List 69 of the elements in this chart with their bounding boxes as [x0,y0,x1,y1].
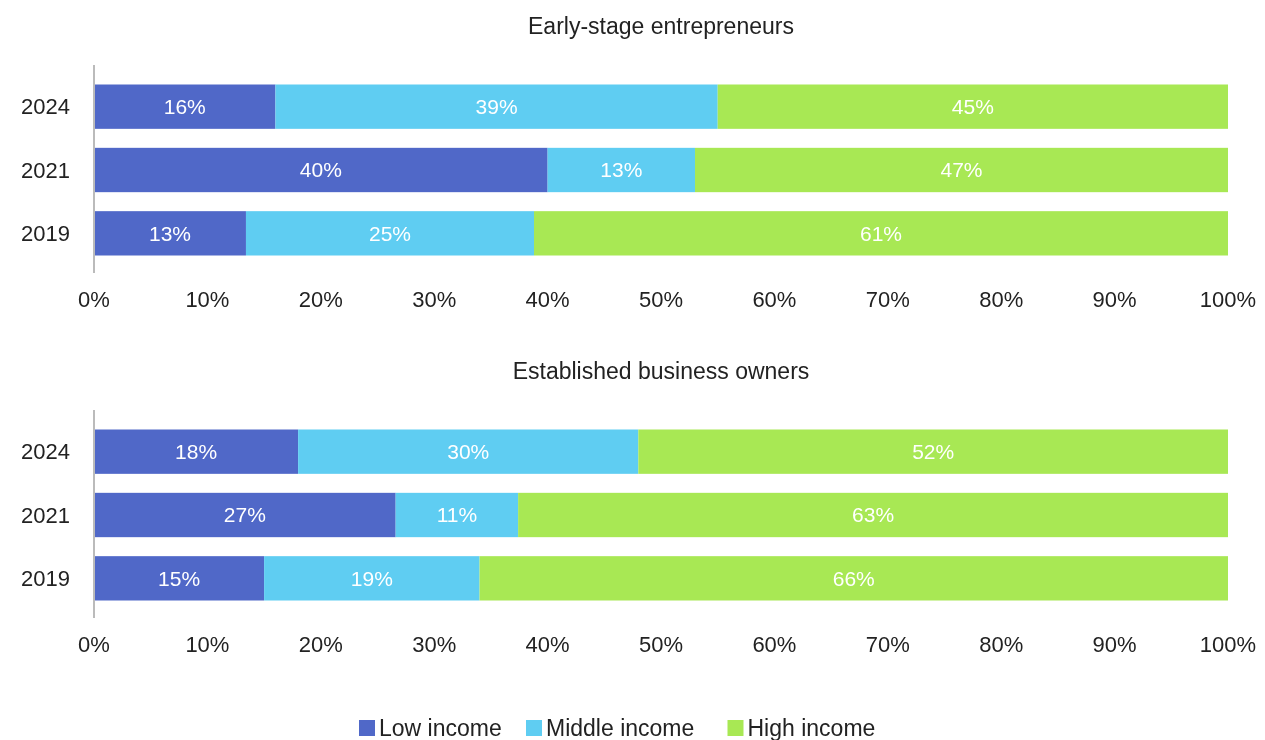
bar [94,429,299,474]
data-label: 16% [163,95,206,119]
x-tick-label: 70% [865,287,910,312]
bar [518,492,1228,538]
x-tick-label: 30% [412,632,457,657]
data-label: 18% [175,440,218,464]
bar [547,147,696,193]
bar [94,556,265,601]
bar [638,429,1228,474]
x-tick-label: 60% [752,287,797,312]
x-tick-label: 90% [1092,632,1137,657]
legend-label: Middle income [546,715,695,740]
x-tick-label: 80% [979,287,1024,312]
y-tick-label: 2019 [21,221,70,247]
data-label: 66% [832,566,875,590]
x-tick-label: 80% [979,632,1024,657]
data-label: 15% [158,566,201,590]
data-label: 52% [912,440,955,464]
bar [94,84,276,129]
bar [94,211,246,256]
data-label: 19% [350,566,393,590]
x-tick-label: 100% [1199,287,1257,312]
x-tick-label: 50% [638,287,684,312]
data-label: 11% [436,503,478,527]
bar [275,84,718,129]
y-tick-label: 2024 [21,439,70,465]
x-tick-label: 10% [185,632,230,657]
data-label: 47% [940,158,983,182]
bar [94,147,548,193]
bar [533,211,1228,256]
x-tick-label: 30% [412,287,457,312]
bar [264,556,480,601]
chart-title: Early-stage entrepreneurs [528,13,794,39]
x-tick-label: 40% [525,287,570,312]
data-label: 27% [223,503,266,527]
x-tick-label: 40% [525,632,570,657]
data-label: 39% [475,95,518,119]
x-tick-label: 60% [752,632,797,657]
bar [395,492,519,538]
data-label: 13% [600,158,643,182]
chart-title: Established business owners [512,358,810,384]
x-tick-label: 10% [185,287,230,312]
data-label: 61% [859,221,903,245]
x-tick-label: 50% [638,632,684,657]
bar [695,147,1228,193]
bar [717,84,1228,129]
bar [245,211,534,256]
x-tick-label: 20% [298,632,343,657]
x-tick-label: 90% [1092,287,1137,312]
y-tick-label: 2021 [21,502,70,528]
x-tick-label: 100% [1199,632,1257,657]
y-tick-label: 2024 [21,94,70,120]
legend-label: High income [747,715,876,740]
x-tick-label: 0% [78,287,110,312]
data-label: 25% [368,221,411,245]
data-label: 40% [299,158,342,182]
data-label: 63% [852,503,895,527]
bar [479,556,1228,601]
data-label: 13% [148,221,191,245]
legend-label: Low income [379,715,502,740]
data-label: 45% [951,95,994,119]
x-tick-label: 0% [78,632,110,657]
y-tick-label: 2019 [21,566,70,592]
bar [94,492,396,538]
x-tick-label: 70% [865,632,910,657]
y-tick-label: 2021 [21,157,70,183]
bar [298,429,639,474]
x-tick-label: 20% [298,287,343,312]
data-label: 30% [447,440,490,464]
